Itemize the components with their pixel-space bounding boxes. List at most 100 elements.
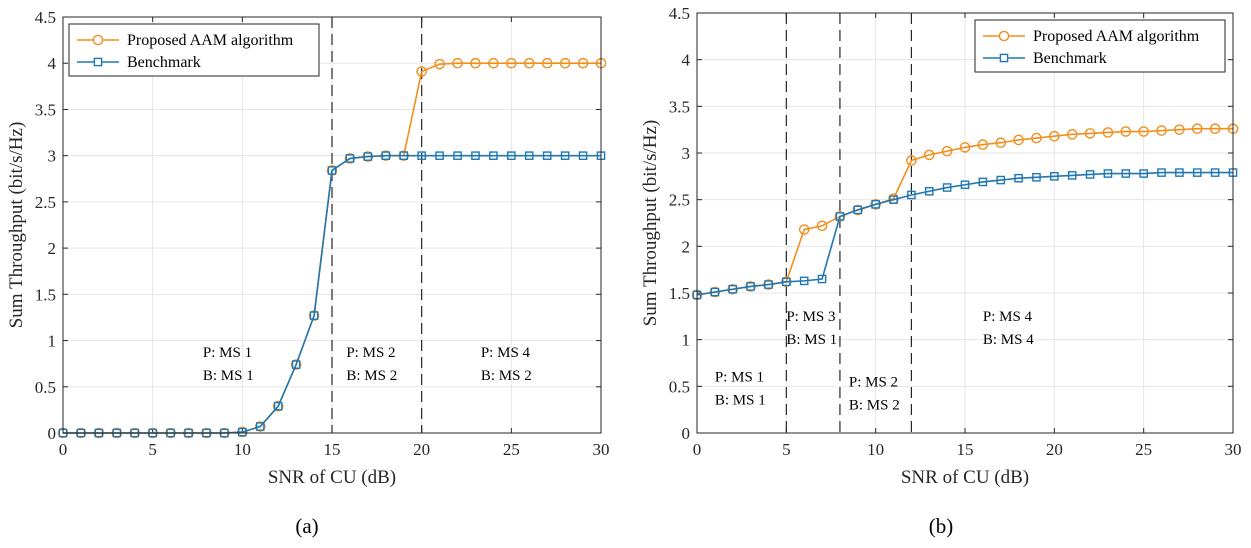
annotation-line: P: MS 1 [715, 370, 764, 386]
annotation-line: P: MS 1 [203, 345, 252, 361]
data-point [542, 151, 552, 160]
data-point [1085, 170, 1095, 179]
data-point [363, 152, 373, 161]
legend-swatch-marker [998, 30, 1010, 42]
x-axis-label: SNR of CU (dB) [268, 467, 396, 488]
y-tick-label: 3.5 [669, 97, 690, 116]
data-point [399, 151, 409, 160]
data-point [1013, 134, 1024, 146]
data-point [834, 211, 846, 222]
data-point [1049, 130, 1060, 142]
y-tick-label: 4 [48, 54, 57, 73]
regime-annotation: P: MS 3 B: MS 1 [786, 309, 837, 348]
data-point [435, 151, 444, 160]
data-point [1174, 124, 1185, 135]
data-point [835, 212, 845, 221]
axes: 0 5 10 15 20 25 30 0 0.5 1 1.5 2 2.5 3 3.5 4 4.5 SNR of C… [640, 4, 1242, 488]
x-tick-label: 30 [593, 440, 610, 459]
y-tick-label: 2.5 [35, 193, 56, 212]
data-point [996, 175, 1006, 185]
data-point [470, 57, 481, 69]
data-point [506, 57, 517, 69]
series-line [696, 171, 1233, 296]
data-point [764, 280, 773, 289]
data-point [799, 276, 809, 286]
y-tick-label: 4.5 [669, 4, 690, 23]
y-tick-label: 4.5 [35, 8, 56, 27]
data-point [1084, 128, 1096, 139]
data-point [907, 190, 916, 200]
y-tick-label: 3 [682, 144, 691, 163]
data-point [710, 287, 720, 297]
data-point [870, 199, 881, 210]
y-axis-label: Sum Throughput (bit/s/Hz) [640, 120, 661, 327]
x-tick-label: 15 [324, 440, 341, 459]
annotation-line: B: MS 1 [203, 368, 254, 384]
legend-label: Benchmark [1033, 50, 1107, 67]
data-point [1067, 171, 1077, 180]
data-point [960, 180, 970, 190]
data-point [272, 400, 284, 412]
regime-annotation: P: MS 2 B: MS 2 [849, 374, 900, 413]
data-point [798, 224, 810, 235]
data-point [959, 142, 971, 153]
regime-annotation: P: MS 1 B: MS 1 [203, 345, 254, 384]
regime-annotation: P: MS 4 B: MS 4 [983, 309, 1034, 348]
x-tick-label: 10 [234, 440, 251, 459]
y-tick-label: 0 [682, 424, 691, 443]
regime-annotation: P: MS 1 B: MS 1 [715, 370, 766, 409]
legend: Proposed AAM algorithm Benchmark [974, 19, 1226, 73]
data-point [381, 151, 391, 160]
y-tick-label: 4 [682, 51, 691, 70]
legend-swatch-marker [999, 53, 1009, 63]
data-point [1156, 125, 1167, 136]
data-point [1209, 123, 1221, 135]
data-point [255, 422, 265, 431]
data-point [995, 137, 1007, 149]
data-point [417, 151, 426, 160]
data-point [578, 151, 588, 160]
x-tick-label: 10 [867, 440, 884, 459]
data-point [1139, 169, 1148, 178]
y-tick-label: 2 [682, 237, 691, 256]
data-point [853, 205, 863, 215]
y-tick-label: 1 [48, 332, 57, 351]
data-point [941, 145, 953, 157]
data-point [1157, 168, 1166, 177]
data-point [1138, 126, 1149, 137]
data-point [560, 151, 570, 160]
panel-b: 0 5 10 15 20 25 30 0 0.5 1 1.5 2 2.5 3 3.5 4 4.5 SNR of C… [640, 4, 1242, 538]
data-point [782, 277, 791, 287]
data-point [728, 284, 738, 294]
data-point [238, 427, 247, 437]
x-tick-label: 25 [503, 440, 520, 459]
data-point [924, 186, 934, 196]
annotation-line: P: MS 2 [849, 374, 898, 390]
y-tick-label: 0.5 [669, 377, 690, 396]
annotation-line: P: MS 4 [983, 309, 1033, 325]
panel-caption: (b) [929, 514, 954, 538]
data-point [416, 66, 427, 77]
legend-swatch-marker [93, 57, 103, 67]
data-point [291, 360, 301, 369]
data-point [541, 57, 553, 69]
y-tick-label: 3.5 [35, 100, 56, 119]
y-tick-label: 2 [48, 239, 57, 258]
data-point [489, 151, 498, 160]
data-point [254, 421, 266, 432]
data-point [852, 204, 864, 216]
data-point [523, 57, 535, 69]
data-point [816, 220, 828, 232]
y-tick-label: 0.5 [35, 378, 56, 397]
legend-label: Benchmark [127, 54, 201, 71]
legend-swatch-marker [92, 34, 104, 46]
plot-frame [696, 12, 1234, 434]
x-tick-label: 5 [782, 440, 791, 459]
data-point [923, 149, 935, 161]
x-tick-label: 15 [957, 440, 974, 459]
annotation-line: P: MS 2 [346, 345, 395, 361]
data-point [1121, 169, 1131, 178]
annotation-line: P: MS 4 [481, 345, 531, 361]
data-point [327, 166, 337, 175]
